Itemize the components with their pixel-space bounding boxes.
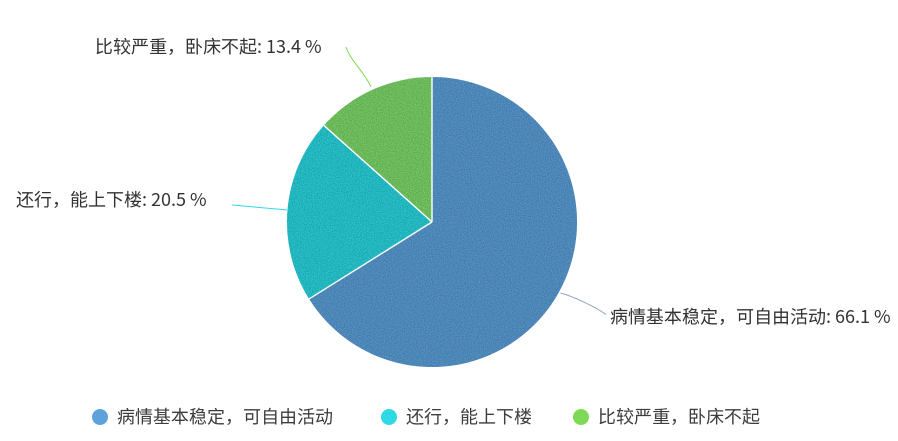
svg-text:比较严重，卧床不起: 比较严重，卧床不起 xyxy=(598,403,760,429)
svg-text:病情基本稳定，可自由活动: 病情基本稳定，可自由活动 xyxy=(117,403,333,429)
svg-text:还行，能上下楼: 还行，能上下楼 xyxy=(406,403,532,429)
svg-text:还行，能上下楼: 20.5 %: 还行，能上下楼: 20.5 % xyxy=(16,186,207,212)
svg-text:比较严重，卧床不起: 13.4 %: 比较严重，卧床不起: 13.4 % xyxy=(95,33,322,59)
svg-text:病情基本稳定，可自由活动: 66.1 %: 病情基本稳定，可自由活动: 66.1 % xyxy=(610,303,891,329)
